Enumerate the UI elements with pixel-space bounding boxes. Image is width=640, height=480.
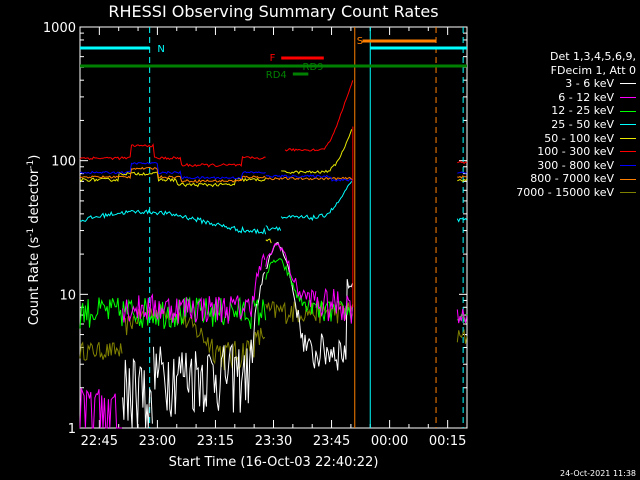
legend: Det 1,3,4,5,6,9, FDecim 1, Att 0 3 - 6 k… — [516, 50, 636, 200]
series-line — [457, 171, 467, 174]
series-line — [79, 388, 122, 429]
series-line — [284, 80, 354, 152]
x-tick-label: 22:45 — [81, 434, 118, 449]
series-line — [79, 208, 267, 235]
legend-swatch — [620, 151, 636, 153]
series-line — [315, 300, 354, 322]
x-axis-label: Start Time (16-Oct-03 22:40:22) — [168, 455, 379, 470]
x-tick-label: 23:45 — [313, 434, 350, 449]
series-line — [280, 181, 353, 222]
legend-header-line-2: FDecim 1, Att 0 — [550, 63, 636, 77]
series-line — [457, 175, 467, 179]
x-tick-label: 23:30 — [255, 434, 292, 449]
series-line — [457, 178, 468, 182]
legend-item: 6 - 12 keV — [516, 91, 636, 105]
series-line — [79, 171, 267, 188]
series-line — [265, 176, 353, 181]
y-tick-label: 100 — [51, 155, 76, 170]
series-line — [456, 309, 468, 324]
series-line — [122, 357, 153, 429]
legend-swatch — [620, 97, 636, 99]
legend-item: 3 - 6 keV — [516, 77, 636, 91]
legend-item: 25 - 50 keV — [516, 118, 636, 132]
series-line — [122, 252, 266, 324]
x-tick-label: 00:00 — [371, 434, 408, 449]
series-line — [153, 271, 266, 417]
legend-swatch — [620, 165, 636, 167]
series-line — [457, 160, 468, 165]
legend-item: 800 - 7000 keV — [516, 172, 636, 186]
y-tick-label: 10 — [59, 288, 76, 303]
legend-swatch — [620, 178, 636, 180]
x-tick-label: 00:15 — [429, 434, 466, 449]
flag-label: RD9 — [303, 62, 324, 73]
x-tick-label: 23:15 — [197, 434, 234, 449]
legend-item: 7000 - 15000 keV — [516, 186, 636, 200]
y-tick-label: 1 — [68, 422, 76, 437]
legend-item: 12 - 25 keV — [516, 104, 636, 118]
flag-label: S — [357, 36, 363, 47]
series-line — [315, 287, 354, 324]
legend-swatch — [620, 110, 636, 112]
series-line — [265, 225, 282, 232]
series-line — [315, 279, 354, 371]
flag-label: F — [270, 53, 276, 64]
plot-frame — [79, 26, 468, 429]
series-line — [265, 238, 272, 244]
footer-timestamp: 24-Oct-2021 11:38 — [560, 469, 636, 478]
series-line — [265, 174, 353, 182]
y-tick-label: 1000 — [43, 21, 76, 36]
legend-swatch — [620, 124, 636, 126]
y-axis-label: Count Rate (s-1 detector-1) — [25, 154, 43, 326]
flag-label: N — [157, 44, 164, 55]
series-line — [281, 129, 353, 175]
legend-item: 100 - 300 keV — [516, 145, 636, 159]
x-tick-label: 23:00 — [139, 434, 176, 449]
series-line — [79, 161, 266, 180]
series-line — [79, 296, 267, 330]
series-line — [456, 217, 468, 223]
legend-swatch — [620, 192, 636, 194]
series-line — [265, 299, 353, 325]
series-line — [79, 166, 266, 183]
legend-header-line-1: Det 1,3,4,5,6,9, — [549, 50, 636, 63]
legend-swatch — [620, 83, 636, 85]
series-line — [79, 341, 123, 361]
series-line — [265, 258, 317, 315]
legend-item: 300 - 800 keV — [516, 159, 636, 173]
legend-swatch — [620, 137, 636, 139]
legend-item: 50 - 100 keV — [516, 132, 636, 146]
series-line — [265, 242, 317, 307]
flag-label: RD4 — [266, 70, 287, 81]
series-line — [79, 143, 266, 168]
chart-title: RHESSI Observing Summary Count Rates — [108, 2, 439, 21]
series-line — [456, 328, 468, 344]
